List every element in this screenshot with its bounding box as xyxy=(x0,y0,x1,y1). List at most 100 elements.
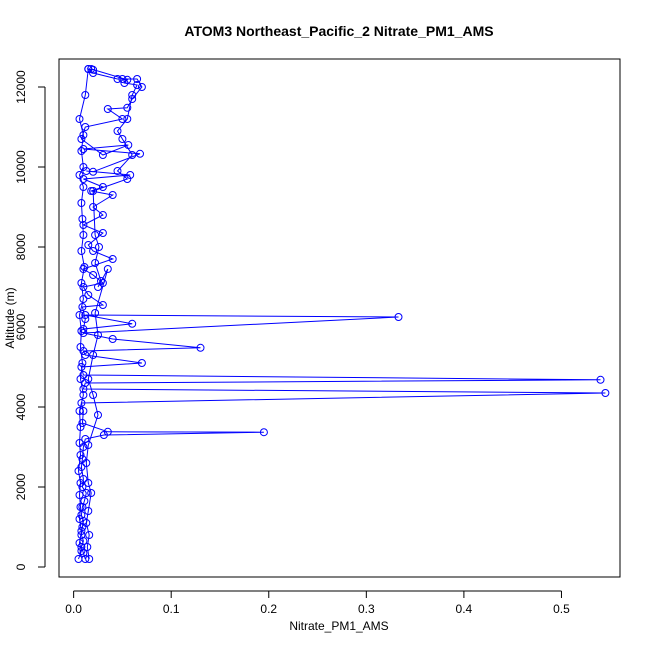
data-point xyxy=(123,75,132,84)
data-point xyxy=(98,183,107,191)
data-point xyxy=(98,211,107,219)
data-point xyxy=(79,371,88,379)
series-line xyxy=(77,68,89,560)
data-point xyxy=(89,271,98,279)
data-point xyxy=(80,497,89,505)
y-axis: 0 2000 4000 6000 8000 10000 12000 xyxy=(14,70,46,570)
data-point xyxy=(103,265,112,273)
data-point xyxy=(76,479,85,487)
x-tick-label: 0.2 xyxy=(260,602,277,616)
data-point xyxy=(79,131,88,139)
data-point xyxy=(118,135,127,143)
data-point xyxy=(87,65,96,73)
data-point xyxy=(128,151,137,159)
data-point xyxy=(98,301,107,309)
data-point xyxy=(89,391,98,399)
data-point xyxy=(78,483,87,491)
x-tick-label: 0.4 xyxy=(456,602,473,616)
data-point xyxy=(137,359,146,367)
data-point xyxy=(79,325,88,333)
data-point xyxy=(75,515,84,523)
data-point xyxy=(76,343,85,351)
data-point xyxy=(78,419,87,427)
data-point xyxy=(108,255,117,263)
y-tick-label: 4000 xyxy=(14,393,28,420)
y-tick-label: 12000 xyxy=(14,70,28,104)
data-point xyxy=(76,503,85,511)
data-point xyxy=(596,375,605,384)
x-tick-label: 0.5 xyxy=(553,602,570,616)
data-point xyxy=(128,91,137,99)
x-axis: 0.0 0.1 0.2 0.3 0.4 0.5 xyxy=(65,590,570,616)
y-tick-label: 6000 xyxy=(14,313,28,340)
data-point xyxy=(133,75,142,83)
data-point xyxy=(98,229,107,237)
plot-frame xyxy=(58,58,621,578)
data-point xyxy=(77,463,86,471)
data-point xyxy=(75,407,84,415)
data-point xyxy=(79,329,88,337)
data-point xyxy=(78,359,87,367)
x-tick-label: 0.0 xyxy=(65,602,82,616)
data-point xyxy=(137,83,146,91)
data-point xyxy=(78,215,87,223)
data-point xyxy=(103,105,112,113)
data-point xyxy=(87,489,96,497)
data-point xyxy=(84,375,93,383)
data-point xyxy=(259,428,268,437)
data-point xyxy=(108,335,117,343)
data-point xyxy=(113,167,122,175)
data-point xyxy=(83,543,92,551)
data-point xyxy=(123,115,132,123)
data-point xyxy=(113,127,122,135)
data-point xyxy=(75,115,84,123)
data-point xyxy=(108,191,117,199)
y-tick-label: 10000 xyxy=(14,150,28,184)
data-point xyxy=(81,311,90,319)
x-axis-label: Nitrate_PM1_AMS xyxy=(289,619,388,633)
data-point xyxy=(77,327,86,335)
data-point xyxy=(81,315,90,323)
data-point xyxy=(95,243,103,251)
y-tick-label: 0 xyxy=(14,563,28,570)
data-point xyxy=(394,313,403,321)
data-point xyxy=(89,167,98,176)
x-tick-label: 0.1 xyxy=(163,602,180,616)
data-point xyxy=(133,81,142,89)
data-point xyxy=(74,467,83,475)
x-tick-label: 0.3 xyxy=(358,602,375,616)
data-point xyxy=(82,519,91,527)
y-tick-label: 8000 xyxy=(14,233,28,260)
data-point xyxy=(80,263,89,271)
data-point xyxy=(76,375,85,383)
data-point xyxy=(103,427,112,436)
data-point xyxy=(97,277,105,285)
data-point xyxy=(77,135,86,143)
data-point xyxy=(89,187,98,195)
data-point xyxy=(196,343,205,352)
data-point xyxy=(94,331,102,339)
data-point xyxy=(91,259,100,267)
data-point xyxy=(136,149,144,158)
data-point xyxy=(82,459,91,467)
data-point xyxy=(126,171,135,179)
data-point xyxy=(113,75,122,83)
data-point xyxy=(84,507,93,515)
data-point xyxy=(79,347,88,355)
data-point xyxy=(81,91,90,99)
data-point xyxy=(85,531,94,539)
data-point xyxy=(98,151,107,159)
series-layer xyxy=(74,65,610,563)
data-point xyxy=(91,231,100,239)
data-point xyxy=(77,279,86,287)
data-point xyxy=(79,183,88,191)
data-point xyxy=(84,479,93,487)
data-point xyxy=(77,511,86,519)
data-point xyxy=(89,247,98,255)
data-point xyxy=(84,241,93,249)
data-point xyxy=(84,291,93,299)
data-point xyxy=(118,115,127,123)
data-point xyxy=(85,555,94,563)
